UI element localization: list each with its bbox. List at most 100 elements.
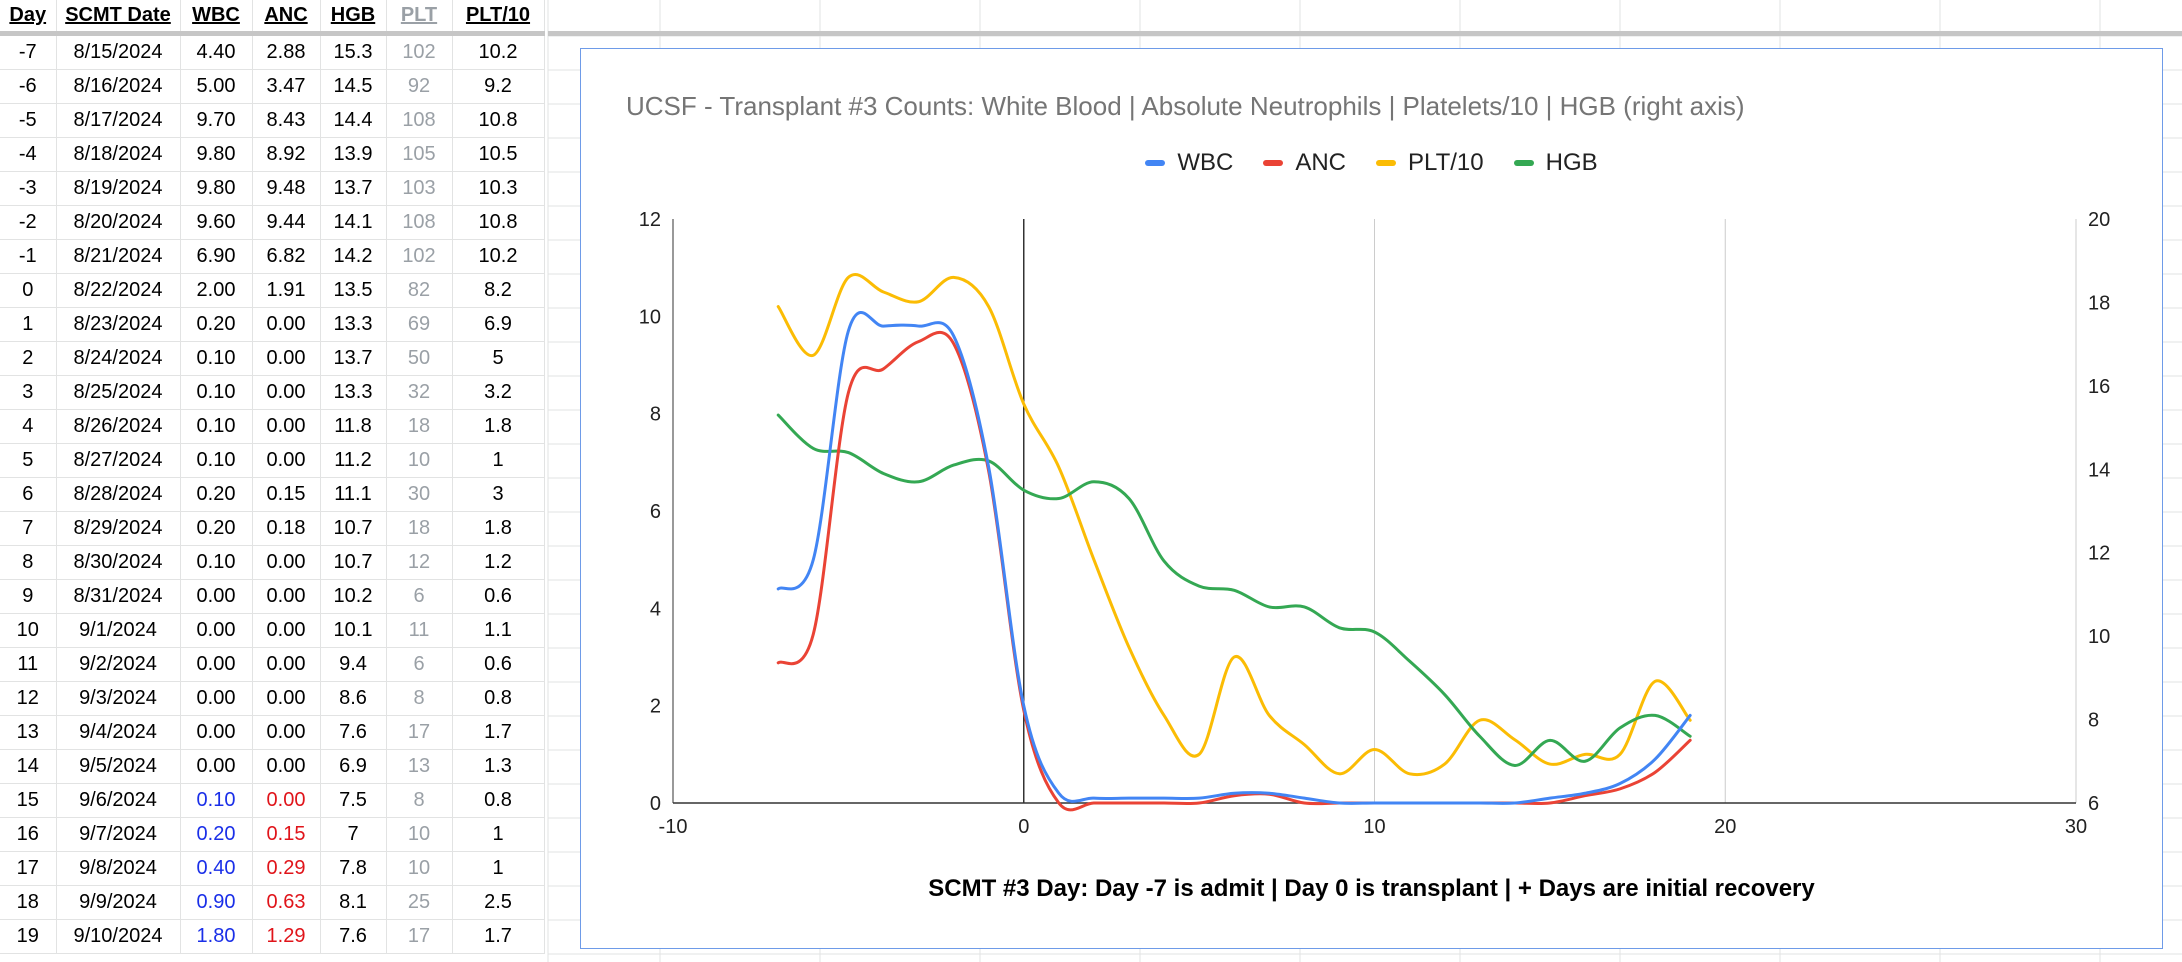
cell-scmt-date[interactable]: 8/23/2024 bbox=[56, 307, 181, 342]
cell-day[interactable]: 8 bbox=[0, 545, 57, 580]
cell-hgb[interactable]: 10.1 bbox=[320, 613, 387, 648]
cell-plt10[interactable]: 3 bbox=[452, 477, 545, 512]
cell-scmt-date[interactable]: 8/27/2024 bbox=[56, 443, 181, 478]
cell-wbc[interactable]: 0.00 bbox=[180, 613, 253, 648]
cell-wbc[interactable]: 1.80 bbox=[180, 919, 253, 954]
cell-anc[interactable]: 1.91 bbox=[252, 273, 321, 308]
cell-wbc[interactable]: 0.10 bbox=[180, 341, 253, 376]
cell-anc[interactable]: 8.43 bbox=[252, 103, 321, 138]
cell-scmt-date[interactable]: 8/29/2024 bbox=[56, 511, 181, 546]
cell-scmt-date[interactable]: 9/9/2024 bbox=[56, 885, 181, 920]
cell-hgb[interactable]: 8.1 bbox=[320, 885, 387, 920]
cell-anc[interactable]: 0.00 bbox=[252, 307, 321, 342]
cell-scmt-date[interactable]: 9/2/2024 bbox=[56, 647, 181, 682]
cell-plt[interactable]: 12 bbox=[386, 545, 453, 580]
cell-plt10[interactable]: 0.8 bbox=[452, 783, 545, 818]
cell-day[interactable]: -2 bbox=[0, 205, 57, 240]
cell-anc[interactable]: 0.15 bbox=[252, 477, 321, 512]
cell-wbc[interactable]: 0.10 bbox=[180, 409, 253, 444]
cell-plt[interactable]: 8 bbox=[386, 681, 453, 716]
cell-hgb[interactable]: 11.2 bbox=[320, 443, 387, 478]
cell-hgb[interactable]: 10.7 bbox=[320, 511, 387, 546]
cell-wbc[interactable]: 0.20 bbox=[180, 511, 253, 546]
cell-day[interactable]: 5 bbox=[0, 443, 57, 478]
cell-plt[interactable]: 105 bbox=[386, 137, 453, 172]
cell-anc[interactable]: 0.29 bbox=[252, 851, 321, 886]
cell-plt[interactable]: 108 bbox=[386, 205, 453, 240]
cell-scmt-date[interactable]: 9/10/2024 bbox=[56, 919, 181, 954]
cell-plt10[interactable]: 1.7 bbox=[452, 715, 545, 750]
cell-plt10[interactable]: 10.2 bbox=[452, 239, 545, 274]
cell-scmt-date[interactable]: 8/15/2024 bbox=[56, 33, 181, 70]
cell-scmt-date[interactable]: 9/4/2024 bbox=[56, 715, 181, 750]
cell-day[interactable]: -1 bbox=[0, 239, 57, 274]
cell-anc[interactable]: 0.00 bbox=[252, 375, 321, 410]
cell-scmt-date[interactable]: 8/22/2024 bbox=[56, 273, 181, 308]
cell-plt[interactable]: 17 bbox=[386, 715, 453, 750]
cell-hgb[interactable]: 11.8 bbox=[320, 409, 387, 444]
cell-wbc[interactable]: 9.70 bbox=[180, 103, 253, 138]
cell-day[interactable]: 4 bbox=[0, 409, 57, 444]
cell-anc[interactable]: 9.48 bbox=[252, 171, 321, 206]
cell-day[interactable]: 10 bbox=[0, 613, 57, 648]
column-header-plt10[interactable]: PLT/10 bbox=[452, 0, 545, 36]
cell-wbc[interactable]: 0.20 bbox=[180, 477, 253, 512]
cell-day[interactable]: 6 bbox=[0, 477, 57, 512]
cell-day[interactable]: 0 bbox=[0, 273, 57, 308]
cell-day[interactable]: 1 bbox=[0, 307, 57, 342]
cell-day[interactable]: 7 bbox=[0, 511, 57, 546]
cell-wbc[interactable]: 0.90 bbox=[180, 885, 253, 920]
legend-item-plt10[interactable]: PLT/10 bbox=[1376, 149, 1484, 177]
cell-day[interactable]: -3 bbox=[0, 171, 57, 206]
cell-hgb[interactable]: 10.7 bbox=[320, 545, 387, 580]
cell-anc[interactable]: 8.92 bbox=[252, 137, 321, 172]
cell-hgb[interactable]: 7.8 bbox=[320, 851, 387, 886]
cell-day[interactable]: -7 bbox=[0, 33, 57, 70]
cell-wbc[interactable]: 0.10 bbox=[180, 443, 253, 478]
cell-plt10[interactable]: 1 bbox=[452, 851, 545, 886]
cell-day[interactable]: -6 bbox=[0, 69, 57, 104]
cell-day[interactable]: 14 bbox=[0, 749, 57, 784]
cell-hgb[interactable]: 7 bbox=[320, 817, 387, 852]
cell-wbc[interactable]: 0.10 bbox=[180, 783, 253, 818]
cell-scmt-date[interactable]: 8/31/2024 bbox=[56, 579, 181, 614]
cell-plt[interactable]: 11 bbox=[386, 613, 453, 648]
cell-plt[interactable]: 18 bbox=[386, 511, 453, 546]
cell-plt10[interactable]: 5 bbox=[452, 341, 545, 376]
legend-item-anc[interactable]: ANC bbox=[1263, 149, 1346, 177]
cell-anc[interactable]: 0.00 bbox=[252, 749, 321, 784]
cell-plt[interactable]: 6 bbox=[386, 579, 453, 614]
cell-day[interactable]: 13 bbox=[0, 715, 57, 750]
cell-plt10[interactable]: 2.5 bbox=[452, 885, 545, 920]
cell-scmt-date[interactable]: 9/1/2024 bbox=[56, 613, 181, 648]
cell-plt10[interactable]: 0.6 bbox=[452, 579, 545, 614]
cell-anc[interactable]: 0.00 bbox=[252, 409, 321, 444]
cell-plt[interactable]: 25 bbox=[386, 885, 453, 920]
cell-hgb[interactable]: 15.3 bbox=[320, 33, 387, 70]
cell-day[interactable]: -5 bbox=[0, 103, 57, 138]
cell-day[interactable]: 17 bbox=[0, 851, 57, 886]
cell-hgb[interactable]: 13.7 bbox=[320, 171, 387, 206]
cell-plt[interactable]: 92 bbox=[386, 69, 453, 104]
cell-plt10[interactable]: 1.3 bbox=[452, 749, 545, 784]
cell-scmt-date[interactable]: 8/24/2024 bbox=[56, 341, 181, 376]
cell-hgb[interactable]: 14.1 bbox=[320, 205, 387, 240]
column-header-scmt-date[interactable]: SCMT Date bbox=[56, 0, 181, 36]
cell-plt10[interactable]: 6.9 bbox=[452, 307, 545, 342]
cell-hgb[interactable]: 7.6 bbox=[320, 919, 387, 954]
cell-hgb[interactable]: 14.4 bbox=[320, 103, 387, 138]
cell-anc[interactable]: 0.00 bbox=[252, 579, 321, 614]
cell-wbc[interactable]: 4.40 bbox=[180, 33, 253, 70]
cell-hgb[interactable]: 6.9 bbox=[320, 749, 387, 784]
cell-wbc[interactable]: 0.00 bbox=[180, 579, 253, 614]
cell-anc[interactable]: 0.18 bbox=[252, 511, 321, 546]
cell-hgb[interactable]: 14.5 bbox=[320, 69, 387, 104]
cell-hgb[interactable]: 13.3 bbox=[320, 375, 387, 410]
cell-anc[interactable]: 3.47 bbox=[252, 69, 321, 104]
cell-scmt-date[interactable]: 9/6/2024 bbox=[56, 783, 181, 818]
cell-wbc[interactable]: 0.00 bbox=[180, 681, 253, 716]
cell-anc[interactable]: 0.63 bbox=[252, 885, 321, 920]
cell-scmt-date[interactable]: 8/28/2024 bbox=[56, 477, 181, 512]
cell-wbc[interactable]: 0.00 bbox=[180, 715, 253, 750]
cell-hgb[interactable]: 7.5 bbox=[320, 783, 387, 818]
